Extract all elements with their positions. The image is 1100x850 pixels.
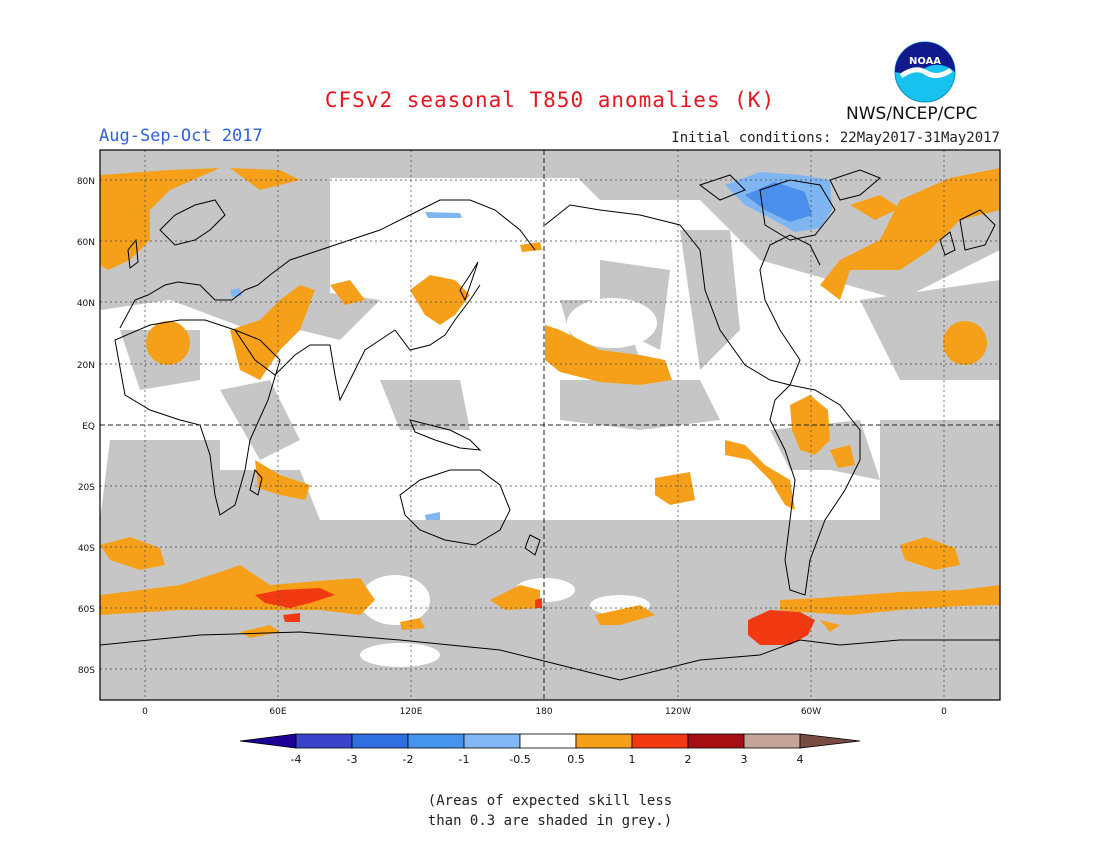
noaa-logo: NOAA — [894, 41, 956, 103]
lat-label: 40N — [77, 299, 95, 309]
equator-dateline — [100, 150, 1000, 700]
colorbar-label: 0.5 — [567, 753, 585, 766]
anomaly-0-5-to-1-areas — [100, 168, 1000, 638]
lat-label: 80N — [77, 177, 95, 187]
colorbar-label: -3 — [347, 753, 358, 766]
colorbar-segment — [631, 733, 689, 749]
map-frame — [99, 149, 1001, 701]
graticule — [100, 150, 1000, 700]
colorbar-segment — [575, 733, 633, 749]
lon-label: 0 — [142, 707, 148, 717]
colorbar-label: -1 — [459, 753, 470, 766]
anomaly-1-to-2-areas — [255, 588, 815, 645]
footnote-line-1: (Areas of expected skill less — [427, 793, 673, 809]
lon-label: 60W — [801, 707, 821, 717]
season-label: Aug-Sep-Oct 2017 — [99, 126, 263, 146]
colorbar-segment — [239, 733, 297, 749]
colorbar-label: 4 — [797, 753, 804, 766]
agency-label: NWS/NCEP/CPC — [846, 104, 978, 124]
lat-label: 40S — [78, 544, 95, 554]
lon-label: 120E — [400, 707, 423, 717]
colorbar-segment — [295, 733, 353, 749]
colorbar-label: 2 — [685, 753, 692, 766]
colorbar-label: -4 — [291, 753, 302, 766]
lat-label: 20S — [78, 483, 95, 493]
lon-label: 60E — [269, 707, 286, 717]
initial-conditions-label: Initial conditions: 22May2017-31May2017 — [671, 130, 1000, 146]
lat-label: 80S — [78, 666, 95, 676]
coastlines — [100, 169, 1000, 681]
colorbar-segment — [799, 733, 861, 749]
colorbar: -4 -3 -2 -1 -0.5 0.5 1 2 3 4 — [239, 733, 861, 766]
map-title: CFSv2 seasonal T850 anomalies (K) — [324, 88, 776, 112]
lat-label: EQ — [82, 422, 95, 432]
colorbar-label: 1 — [629, 753, 636, 766]
lat-label: 60S — [78, 605, 95, 615]
lat-label: 20N — [77, 361, 95, 371]
colorbar-label: -2 — [403, 753, 414, 766]
colorbar-label: -0.5 — [509, 753, 530, 766]
colorbar-segment — [687, 733, 745, 749]
colorbar-segment — [743, 733, 801, 749]
lat-label: 60N — [77, 238, 95, 248]
footnote-line-2: than 0.3 are shaded in grey.) — [427, 813, 673, 829]
colorbar-segment — [519, 733, 577, 749]
colorbar-segment — [407, 733, 465, 749]
lon-label: 120W — [665, 707, 691, 717]
colorbar-segment — [351, 733, 409, 749]
colorbar-segment — [463, 733, 521, 749]
colorbar-label: 3 — [741, 753, 748, 766]
lon-label: 0 — [941, 707, 947, 717]
lon-label: 180 — [535, 707, 552, 717]
noaa-logo-text: NOAA — [909, 56, 941, 67]
